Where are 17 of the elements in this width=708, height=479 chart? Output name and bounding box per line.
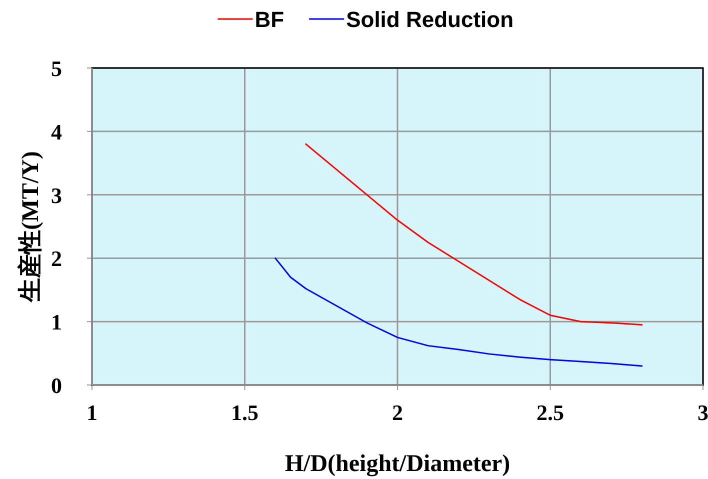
x-tick-label: 3 xyxy=(698,400,708,425)
x-axis-title: H/D(height/Diameter) xyxy=(284,451,510,477)
legend-label: Solid Reduction xyxy=(346,7,514,32)
y-tick-label: 2 xyxy=(51,246,62,272)
y-tick-label: 4 xyxy=(51,119,62,144)
y-axis-title: 生産性(MT/Y) xyxy=(17,151,44,303)
y-tick-label: 0 xyxy=(51,373,62,398)
x-tick-label: 2.5 xyxy=(536,400,564,425)
legend-label: BF xyxy=(254,7,284,32)
x-tick-label: 1 xyxy=(86,400,98,425)
x-tick-label: 1.5 xyxy=(231,400,258,425)
line-series xyxy=(305,143,643,326)
y-tick-label: 5 xyxy=(51,56,62,81)
y-tick-label: 1 xyxy=(51,310,62,335)
line-series xyxy=(274,257,643,367)
y-tick-label: 3 xyxy=(51,182,62,208)
x-tick-label: 2 xyxy=(392,400,403,425)
